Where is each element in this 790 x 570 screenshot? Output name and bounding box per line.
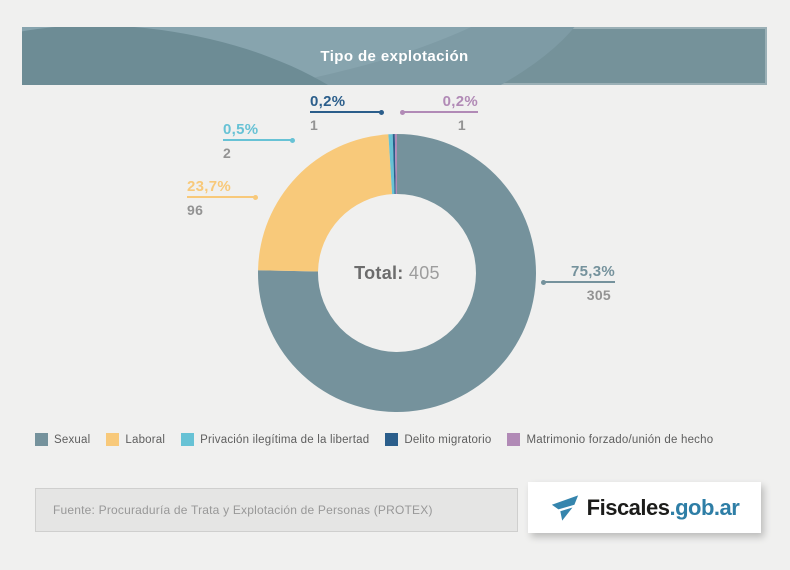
callout-laboral-leader-line bbox=[187, 194, 258, 200]
legend-swatch-matrimonio bbox=[507, 433, 521, 446]
chart-title-banner: Tipo de explotación bbox=[22, 27, 767, 85]
legend-label-sexual: Sexual bbox=[54, 433, 91, 446]
callout-delito-leader-line bbox=[310, 109, 384, 115]
callout-matrimonio-count: 1 bbox=[457, 117, 466, 133]
legend-swatch-sexual bbox=[35, 433, 48, 446]
legend-label-matrimonio: Matrimonio forzado/unión de hecho bbox=[526, 433, 714, 446]
callout-sexual-percent: 75,3% bbox=[570, 263, 615, 280]
donut-center-total: Total: 405 bbox=[297, 263, 497, 284]
callout-laboral-count: 96 bbox=[187, 202, 204, 218]
legend-item-privacion: Privación ilegítima de la libertad bbox=[181, 433, 369, 446]
donut-slice-delito bbox=[392, 134, 396, 195]
legend-item-delito: Delito migratorio bbox=[385, 433, 491, 446]
callout-delito-migratorio: 0,2% 1 bbox=[310, 93, 384, 133]
source-box: Fuente: Procuraduría de Trata y Explotac… bbox=[35, 488, 518, 532]
donut-chart bbox=[258, 134, 537, 412]
fiscales-logo: Fiscales.gob.ar bbox=[528, 482, 761, 533]
legend-swatch-delito bbox=[385, 433, 399, 446]
legend-swatch-laboral bbox=[106, 433, 120, 446]
source-text: Fuente: Procuraduría de Trata y Explotac… bbox=[53, 503, 433, 517]
legend-swatch-privacion bbox=[181, 433, 195, 446]
legend-item-laboral: Laboral bbox=[106, 433, 165, 446]
donut-slice-sexual bbox=[258, 134, 537, 412]
callout-delito-count: 1 bbox=[310, 117, 319, 133]
callout-privacion-count: 2 bbox=[223, 145, 232, 161]
callout-laboral-percent: 23,7% bbox=[187, 178, 232, 195]
chart-title: Tipo de explotación bbox=[320, 47, 469, 65]
logo-name: Fiscales bbox=[586, 494, 670, 520]
callout-sexual-leader-line bbox=[541, 279, 615, 285]
fiscales-flag-icon bbox=[551, 495, 578, 521]
legend-item-sexual: Sexual bbox=[35, 433, 90, 446]
fiscales-logo-text: Fiscales.gob.ar bbox=[587, 495, 740, 521]
callout-privacion-leader-line bbox=[223, 137, 295, 143]
callout-matrimonio-percent: 0,2% bbox=[442, 93, 478, 110]
donut-slice-privacion bbox=[388, 134, 395, 195]
legend-label-privacion: Privación ilegítima de la libertad bbox=[200, 433, 370, 446]
legend-label-laboral: Laboral bbox=[125, 433, 166, 446]
donut-slice-laboral bbox=[258, 134, 393, 272]
callout-sexual: 75,3% 305 bbox=[541, 263, 615, 303]
legend-label-delito: Delito migratorio bbox=[404, 433, 492, 446]
callout-laboral: 23,7% 96 bbox=[187, 178, 258, 218]
callout-matrimonio-forzado: 0,2% 1 bbox=[400, 93, 478, 133]
callout-matrimonio-leader-line bbox=[400, 109, 478, 115]
logo-suffix: .gob.ar bbox=[669, 494, 740, 520]
legend-item-matrimonio: Matrimonio forzado/unión de hecho bbox=[507, 433, 713, 446]
total-value: 405 bbox=[408, 263, 440, 283]
callout-privacion-libertad: 0,5% 2 bbox=[223, 121, 295, 161]
total-label: Total: bbox=[354, 263, 404, 283]
callout-sexual-count: 305 bbox=[586, 287, 611, 303]
donut-slice-matrimonio bbox=[394, 134, 397, 195]
donut-chart-area: Total: 405 0,2% 1 0,2% 1 0,5% 2 23,7% 96… bbox=[0, 85, 790, 430]
callout-privacion-percent: 0,5% bbox=[223, 121, 259, 138]
chart-legend: Sexual Laboral Privación ilegítima de la… bbox=[35, 433, 765, 446]
callout-delito-percent: 0,2% bbox=[310, 93, 346, 110]
